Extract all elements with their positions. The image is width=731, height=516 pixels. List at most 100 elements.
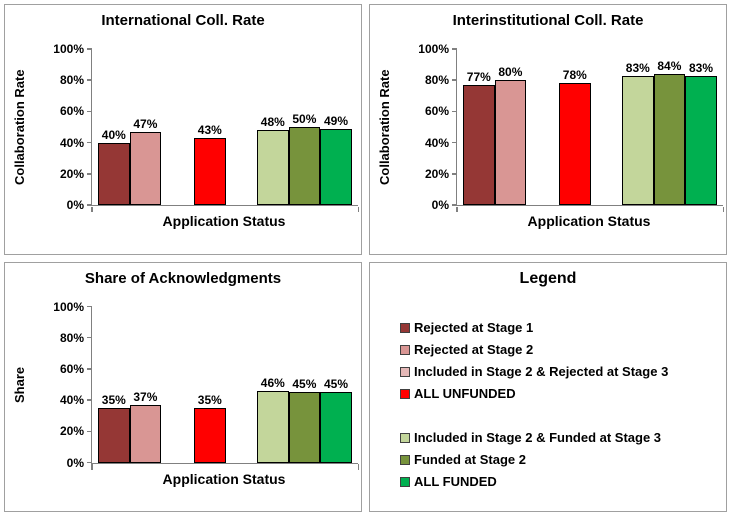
bar-value-label: 80% [498, 65, 523, 80]
legend-item: ALL UNFUNDED [400, 383, 718, 405]
legend-swatch-icon [400, 454, 410, 465]
legend-group: Rejected at Stage 1 Rejected at Stage 2 In… [400, 317, 718, 405]
bar: 43% [194, 123, 226, 205]
y-axis-tick: 60% [425, 104, 457, 118]
y-tick-mark [87, 48, 92, 50]
chart-panel-share-of-acknowledgments: Share of Acknowledgments Share 0% 20% 40% 6… [4, 261, 362, 512]
x-axis-label: Application Status [162, 470, 286, 487]
plot-area: 0% 20% 40% 60% 80% 100% 35% 37% 35% 46% 45% 45% [53, 300, 359, 470]
bar-value-label: 45% [323, 377, 348, 392]
bar-value-label: 35% [197, 392, 222, 407]
y-tick-label: 60% [59, 104, 84, 119]
y-tick-label: 80% [59, 330, 84, 345]
y-tick-mark [87, 173, 92, 175]
y-tick-mark [87, 430, 92, 433]
y-tick-label: 60% [59, 361, 84, 376]
legend-swatch-icon [400, 366, 410, 377]
y-axis-tick: 20% [60, 167, 92, 181]
y-axis-tick: 80% [60, 331, 92, 345]
legend-item-label: Included in Stage 2 & Funded at Stage 3 [414, 430, 662, 445]
x-axis-end-tick [91, 206, 93, 212]
y-axis-tick: 0% [67, 198, 92, 212]
legend-item: Included in Stage 2 & Funded at Stage 3 [400, 427, 718, 449]
y-tick-mark [87, 336, 92, 339]
legend-swatch-icon [400, 476, 410, 487]
bar-value-label: 37% [133, 389, 158, 404]
bar: 35% [194, 393, 226, 463]
y-tick-label: 60% [424, 104, 449, 119]
y-tick-label: 0% [66, 198, 84, 212]
y-tick-label: 20% [59, 166, 84, 181]
y-tick-label: 20% [424, 166, 449, 181]
y-tick-mark [87, 204, 92, 206]
y-axis-label: Share [12, 366, 27, 403]
y-tick-mark [87, 110, 92, 113]
legend-item: Rejected at Stage 2 [400, 339, 718, 361]
y-axis-tick: 40% [425, 136, 457, 150]
chart-panel-international-coll-rate: International Coll. Rate Collaboration R… [4, 4, 362, 255]
legend-swatch-icon [400, 322, 410, 333]
y-tick-mark [452, 110, 457, 113]
bar-value-label: 47% [133, 116, 158, 131]
y-tick-mark [452, 173, 457, 175]
bar: 83% [622, 61, 654, 205]
y-axis-tick: 0% [67, 456, 92, 470]
legend-item: Funded at Stage 2 [400, 449, 718, 471]
y-tick-label: 40% [59, 393, 84, 408]
x-axis-end-tick [91, 464, 93, 470]
y-axis-tick: 80% [425, 73, 457, 87]
y-tick-mark [452, 79, 457, 81]
x-axis-end-tick [456, 206, 458, 212]
bar-value-label: 48% [260, 115, 285, 130]
bar: 83% [685, 61, 717, 205]
bar-value-label: 78% [562, 68, 587, 83]
bar: 46% [257, 376, 289, 463]
bar-value-label: 46% [260, 375, 285, 390]
y-axis-tick: 60% [60, 362, 92, 376]
y-tick-mark [87, 79, 92, 81]
plot-area: 0% 20% 40% 60% 80% 100% 77% 80% 78% 83% 84% 83% [418, 42, 724, 212]
x-axis-label: Application Status [527, 213, 651, 229]
y-axis-tick: 40% [60, 136, 92, 150]
legend-items: Rejected at Stage 1 Rejected at Stage 2 In… [400, 317, 718, 512]
bar: 35% [98, 393, 130, 463]
y-axis-tick: 80% [60, 73, 92, 87]
y-tick-label: 0% [431, 198, 449, 212]
y-axis-tick: 20% [60, 424, 92, 438]
y-tick-label: 80% [424, 73, 449, 88]
y-axis-tick: 40% [60, 393, 92, 407]
legend-item-label: Included in Stage 2 & Rejected at Stage … [414, 364, 669, 379]
chart-panel-interinstitutional-coll-rate: Interinstitutional Coll. Rate Collaborat… [369, 4, 727, 255]
bar: 50% [288, 112, 321, 205]
legend-item-label: Rejected at Stage 2 [414, 342, 534, 357]
y-axis-tick: 60% [60, 104, 92, 118]
y-tick-mark [452, 141, 457, 144]
legend-swatch-icon [400, 344, 410, 355]
bar-value-label: 40% [101, 127, 126, 142]
x-axis-end-tick [357, 464, 359, 470]
bar: 40% [98, 128, 130, 205]
bar: 47% [129, 117, 162, 205]
y-axis-tick: 0% [432, 198, 457, 212]
y-tick-label: 40% [59, 135, 84, 150]
x-axis-end-tick [357, 206, 359, 212]
legend-item: Rejected at Stage 1 [400, 317, 718, 339]
bar-value-label: 49% [323, 113, 348, 128]
legend-swatch-icon [400, 432, 410, 443]
y-tick-mark [87, 368, 92, 370]
legend-title: Legend [519, 269, 577, 287]
bar: 45% [288, 377, 321, 463]
bar: 49% [320, 114, 352, 205]
bar-value-label: 45% [292, 377, 317, 392]
y-axis-tick: 20% [425, 167, 457, 181]
x-axis-end-tick [722, 206, 724, 212]
x-axis-label: Application Status [162, 213, 286, 229]
y-tick-mark [452, 204, 457, 206]
legend-swatch-icon [400, 388, 410, 399]
chart-title: Share of Acknowledgments [84, 269, 282, 287]
bar: 48% [257, 115, 289, 205]
bar: 80% [494, 65, 527, 205]
chart-title: International Coll. Rate [101, 12, 265, 29]
plot-area: 0% 20% 40% 60% 80% 100% 40% 47% 43% 48% 50% 49% [53, 42, 359, 212]
